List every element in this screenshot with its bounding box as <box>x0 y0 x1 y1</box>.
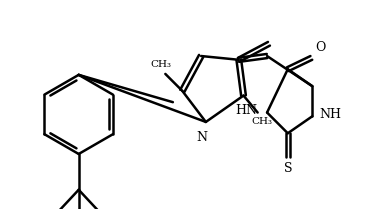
Text: S: S <box>283 163 292 176</box>
Text: CH₃: CH₃ <box>252 117 273 126</box>
Text: O: O <box>315 41 325 54</box>
Text: N: N <box>197 131 208 144</box>
Text: NH: NH <box>320 108 342 121</box>
Text: CH₃: CH₃ <box>150 60 171 69</box>
Text: HN: HN <box>236 104 258 117</box>
